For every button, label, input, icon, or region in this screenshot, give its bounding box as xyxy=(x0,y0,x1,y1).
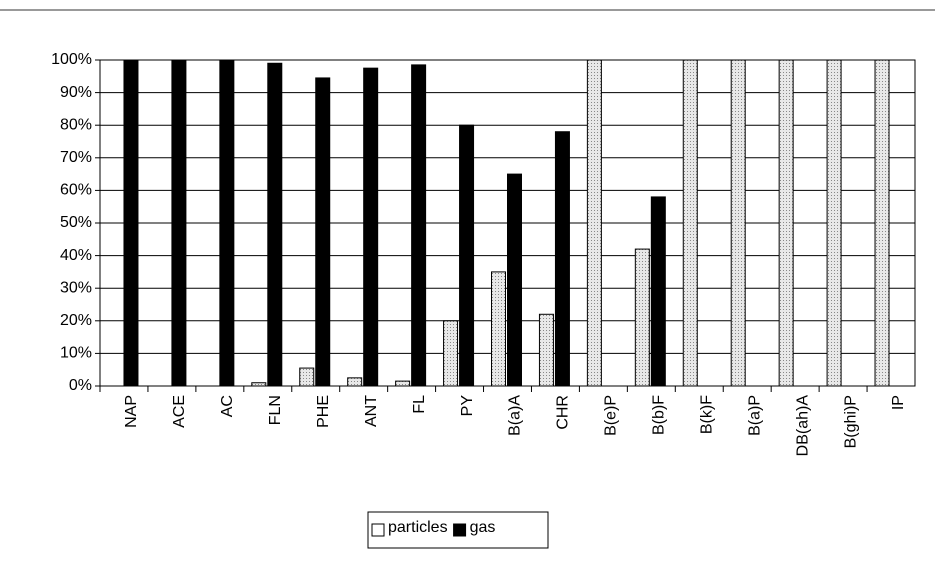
y-tick-label: 100% xyxy=(51,51,92,68)
bar xyxy=(491,271,506,387)
x-tick-label: AC xyxy=(219,395,236,417)
x-tick-label: PHE xyxy=(315,395,332,428)
y-tick-label: 40% xyxy=(60,247,92,264)
bar xyxy=(634,248,650,387)
y-tick-label: 90% xyxy=(60,84,92,101)
bar xyxy=(826,59,842,387)
x-tick-label: B(a)P xyxy=(746,395,763,436)
y-tick-label: 0% xyxy=(69,377,92,394)
x-tick-label: IP xyxy=(890,395,907,410)
bar xyxy=(586,59,602,387)
x-tick-label: CHR xyxy=(555,395,572,430)
bar xyxy=(123,59,139,387)
bar xyxy=(347,377,363,387)
bar xyxy=(315,77,331,387)
bar xyxy=(874,59,890,387)
x-tick-label: ACE xyxy=(171,395,188,428)
bar xyxy=(171,59,187,387)
x-tick-label: B(b)F xyxy=(651,395,668,435)
bar xyxy=(730,59,746,387)
legend-label: gas xyxy=(470,519,496,536)
bar xyxy=(395,380,411,387)
y-tick-label: 70% xyxy=(60,149,92,166)
bar xyxy=(251,382,267,387)
x-tick-label: PY xyxy=(459,395,476,417)
bar xyxy=(650,196,666,387)
y-tick-label: 30% xyxy=(60,279,92,296)
x-tick-label: FL xyxy=(411,395,428,414)
y-tick-label: 80% xyxy=(60,116,92,133)
y-tick-label: 50% xyxy=(60,214,92,231)
x-tick-label: B(ghi)P xyxy=(842,395,859,448)
legend-box xyxy=(367,511,549,549)
x-tick-label: ANT xyxy=(363,395,380,427)
bar xyxy=(219,59,235,387)
bar xyxy=(778,59,794,387)
bar xyxy=(411,64,427,387)
bar xyxy=(554,131,570,387)
y-tick-label: 10% xyxy=(60,345,92,362)
legend-swatch xyxy=(453,523,467,537)
bar xyxy=(443,320,459,387)
y-tick-label: 20% xyxy=(60,312,92,329)
legend-swatch xyxy=(371,523,385,537)
bar xyxy=(299,367,315,387)
bar xyxy=(459,124,475,387)
bar xyxy=(538,313,554,387)
bar xyxy=(267,62,283,387)
x-tick-label: NAP xyxy=(123,395,140,428)
bar xyxy=(682,59,698,387)
x-tick-label: FLN xyxy=(267,395,284,425)
x-tick-label: DB(ah)A xyxy=(794,395,811,457)
legend-label: particles xyxy=(388,519,448,536)
x-tick-label: B(k)F xyxy=(698,395,715,434)
bar xyxy=(363,67,379,387)
x-tick-label: B(e)P xyxy=(603,395,620,436)
y-tick-label: 60% xyxy=(60,182,92,199)
x-tick-label: B(a)A xyxy=(507,395,524,436)
bar xyxy=(507,173,522,387)
